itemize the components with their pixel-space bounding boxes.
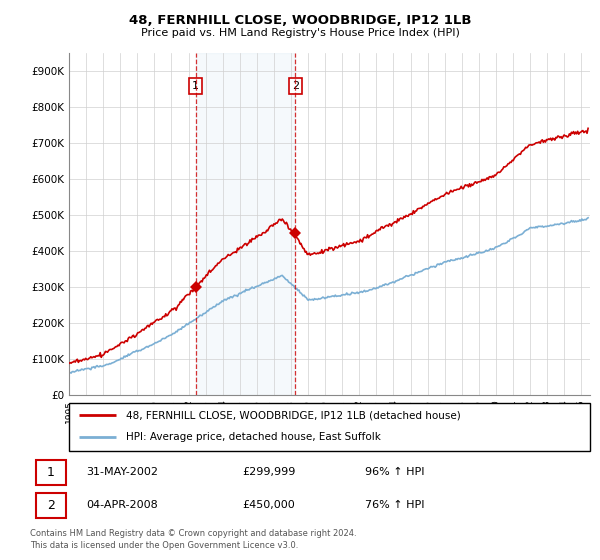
- Bar: [35, 493, 66, 517]
- Text: 31-MAY-2002: 31-MAY-2002: [86, 467, 158, 477]
- Text: Contains HM Land Registry data © Crown copyright and database right 2024.
This d: Contains HM Land Registry data © Crown c…: [30, 529, 356, 550]
- Text: Price paid vs. HM Land Registry's House Price Index (HPI): Price paid vs. HM Land Registry's House …: [140, 28, 460, 38]
- Text: 76% ↑ HPI: 76% ↑ HPI: [365, 500, 424, 510]
- Text: 48, FERNHILL CLOSE, WOODBRIDGE, IP12 1LB (detached house): 48, FERNHILL CLOSE, WOODBRIDGE, IP12 1LB…: [126, 410, 461, 420]
- Text: 2: 2: [47, 498, 55, 512]
- Bar: [196, 53, 295, 395]
- Text: £299,999: £299,999: [242, 467, 295, 477]
- Text: 96% ↑ HPI: 96% ↑ HPI: [365, 467, 424, 477]
- Text: 1: 1: [192, 81, 199, 91]
- Text: 2: 2: [292, 81, 299, 91]
- Bar: [35, 460, 66, 484]
- Text: 48, FERNHILL CLOSE, WOODBRIDGE, IP12 1LB: 48, FERNHILL CLOSE, WOODBRIDGE, IP12 1LB: [129, 14, 471, 27]
- Text: 1: 1: [47, 465, 55, 479]
- Text: HPI: Average price, detached house, East Suffolk: HPI: Average price, detached house, East…: [126, 432, 381, 442]
- Text: £450,000: £450,000: [242, 500, 295, 510]
- Text: 04-APR-2008: 04-APR-2008: [86, 500, 158, 510]
